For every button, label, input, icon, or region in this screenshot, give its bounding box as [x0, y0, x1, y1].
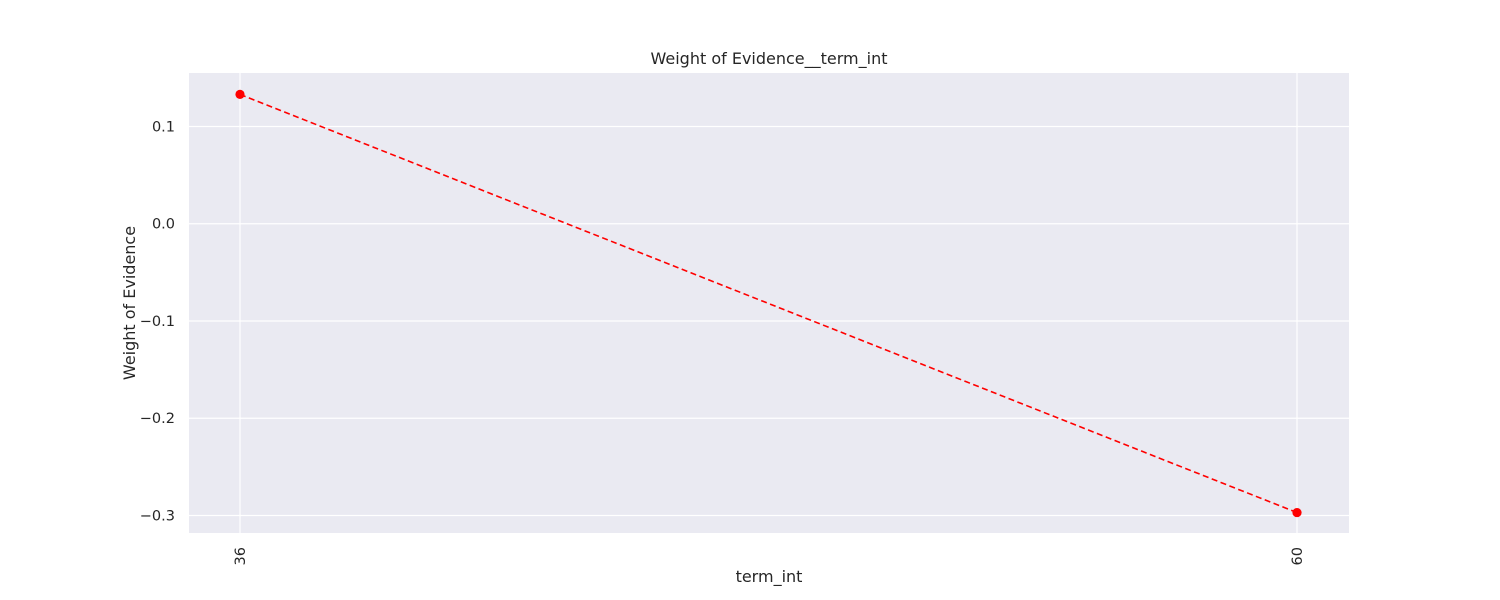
y-tick-label: −0.2 — [140, 411, 175, 427]
x-gridlines — [239, 73, 1298, 533]
x-tick-label: 36 — [233, 547, 249, 565]
y-tick-label: −0.1 — [140, 314, 175, 330]
y-axis-label: Weight of Evidence — [120, 226, 139, 380]
series-layer — [235, 89, 1302, 518]
chart-title: Weight of Evidence__term_int — [651, 49, 888, 69]
y-tick-labels: 0.1 0.0 −0.1 −0.2 −0.3 — [140, 119, 175, 524]
x-axis-label: term_int — [736, 567, 803, 587]
y-tick-label: 0.0 — [152, 217, 175, 233]
y-tick-label: 0.1 — [152, 119, 175, 135]
plot-area — [189, 73, 1349, 533]
y-tick-label: −0.3 — [140, 508, 175, 524]
x-tick-label: 60 — [1290, 547, 1306, 565]
x-tick-labels: 36 60 — [233, 547, 1306, 565]
data-point — [235, 89, 245, 99]
y-gridlines — [189, 125, 1349, 517]
data-point — [1292, 507, 1302, 518]
